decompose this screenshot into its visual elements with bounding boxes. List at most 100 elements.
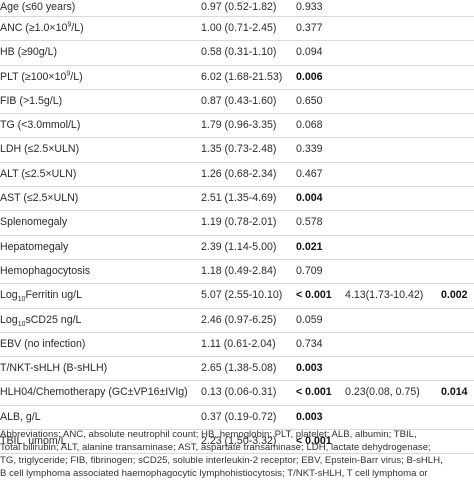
variable-text-part: PLT (≥100×10	[0, 70, 67, 83]
variable-cell: ALB, g/L	[0, 406, 41, 429]
variable-text-part: Splenomegaly	[0, 216, 68, 229]
univariate-p-cell: 0.068	[296, 119, 323, 132]
univariate-p-cell: < 0.001	[296, 289, 332, 302]
table-row: ALT (≤2.5×ULN) 1.26 (0.68-2.34) 0.467	[0, 163, 474, 188]
univariate-hr-cell: 1.18 (0.49-2.84)	[201, 264, 277, 277]
variable-text-part: 9	[67, 21, 72, 29]
univariate-hr-cell: 2.51 (1.35-4.69)	[201, 192, 277, 205]
variable-text-part: HB (≥90g/L)	[0, 46, 58, 59]
variable-text-part: Hepatomegaly	[0, 240, 69, 253]
variable-text-part: Hemophagocytosis	[0, 264, 91, 277]
variable-text-part: FIB (>1.5g/L)	[0, 94, 63, 107]
variable-text-part: TBIL, umom/L	[0, 435, 67, 448]
variable-cell: T/NKT-sHLH (B-sHLH)	[0, 357, 107, 380]
variable-cell: TBIL, umom/L	[0, 430, 67, 453]
table-row: Hemophagocytosis 1.18 (0.49-2.84) 0.709	[0, 260, 474, 285]
variable-text-part: Ferritin ug/L	[25, 289, 83, 302]
variable-text-part: ANC (≥1.0×10	[0, 22, 68, 34]
univariate-p-cell: 0.003	[296, 362, 323, 375]
table-row: Log10sCD25 ng/L 2.46 (0.97-6.25) 0.059	[0, 309, 474, 333]
univariate-p-cell: 0.059	[296, 313, 323, 326]
univariate-p-cell: 0.021	[296, 240, 323, 253]
multivariate-p-cell: 0.014	[441, 386, 468, 399]
table-row: LDH (≤2.5×ULN) 1.35 (0.73-2.48) 0.339	[0, 138, 474, 163]
abbreviations-footnote: Abbreviations: ANC, absolute neutrophil …	[0, 428, 474, 480]
variable-text-part: Age (≤60 years)	[0, 1, 76, 13]
variable-text-part: ALT (≤2.5×ULN)	[0, 167, 77, 180]
results-table: Age (≤60 years) 0.97 (0.52-1.82) 0.933 ANC …	[0, 0, 474, 455]
variable-text-part: EBV (no infection)	[0, 337, 86, 350]
univariate-hr-cell: 1.79 (0.96-3.35)	[201, 119, 277, 132]
univariate-hr-cell: 0.13 (0.06-0.31)	[201, 386, 277, 399]
table-row: ALB, g/L 0.37 (0.19-0.72) 0.003	[0, 406, 474, 431]
univariate-p-cell: 0.578	[296, 216, 323, 229]
table-row: TG (<3.0mmol/L) 1.79 (0.96-3.35) 0.068	[0, 114, 474, 139]
univariate-hr-cell: 6.02 (1.68-21.53)	[201, 70, 283, 83]
variable-text-part: Log	[0, 313, 18, 326]
table-row: ANC (≥1.0×109/L) 1.00 (0.71-2.45) 0.377	[0, 17, 474, 42]
univariate-hr-cell: 2.65 (1.38-5.08)	[201, 362, 277, 375]
univariate-hr-cell: 1.35 (0.73-2.48)	[201, 143, 277, 156]
variable-cell: PLT (≥100×109/L)	[0, 66, 83, 89]
variable-cell: TG (<3.0mmol/L)	[0, 114, 80, 137]
variable-cell: HB (≥90g/L)	[0, 41, 57, 64]
multivariate-p-cell: 0.002	[441, 289, 468, 302]
multivariate-hr-cell: 0.23(0.08, 0.75)	[345, 386, 420, 399]
table-row: HLH04/Chemotherapy (GC±VP16±IVIg) 0.13 (0…	[0, 381, 474, 406]
univariate-p-cell: 0.467	[296, 167, 323, 180]
variable-cell: Hemophagocytosis	[0, 260, 90, 283]
variable-text-part: /L)	[70, 70, 83, 83]
variable-text-part: LDH (≤2.5×ULN)	[0, 143, 80, 156]
footnote-line: Abbreviations: ANC, absolute neutrophil …	[0, 429, 417, 440]
univariate-hr-cell: 1.00 (0.71-2.45)	[201, 22, 277, 34]
univariate-hr-cell: 2.46 (0.97-6.25)	[201, 313, 277, 326]
variable-cell: LDH (≤2.5×ULN)	[0, 138, 79, 161]
variable-text-part: TG (<3.0mmol/L)	[0, 119, 81, 132]
variable-cell: ALT (≤2.5×ULN)	[0, 163, 76, 186]
univariate-hr-cell: 1.19 (0.78-2.01)	[201, 216, 277, 229]
univariate-p-cell: 0.094	[296, 46, 323, 59]
variable-cell: Hepatomegaly	[0, 236, 68, 259]
variable-text-part: Log	[0, 289, 18, 302]
variable-text-part: 10	[17, 320, 26, 328]
table-row: T/NKT-sHLH (B-sHLH) 2.65 (1.38-5.08) 0.003	[0, 357, 474, 382]
table-row: FIB (>1.5g/L) 0.87 (0.43-1.60) 0.650	[0, 90, 474, 115]
univariate-p-cell: < 0.001	[296, 435, 332, 448]
variable-cell: Splenomegaly	[0, 211, 67, 234]
univariate-hr-cell: 0.58 (0.31-1.10)	[201, 46, 277, 59]
univariate-p-cell: 0.004	[296, 192, 323, 205]
univariate-hr-cell: 0.37 (0.19-0.72)	[201, 410, 277, 423]
variable-text-part: sCD25 ng/L	[25, 313, 82, 326]
footnote-line: Total bilirubin; ALT, alanine transamina…	[0, 442, 431, 453]
table-row: Age (≤60 years) 0.97 (0.52-1.82) 0.933	[0, 0, 474, 17]
univariate-p-cell: 0.734	[296, 337, 323, 350]
table-row: EBV (no infection) 1.11 (0.61-2.04) 0.734	[0, 333, 474, 358]
univariate-p-cell: 0.933	[296, 1, 323, 13]
variable-cell: AST (≤2.5×ULN)	[0, 187, 78, 210]
univariate-hr-cell: 1.26 (0.68-2.34)	[201, 167, 277, 180]
variable-cell: HLH04/Chemotherapy (GC±VP16±IVIg)	[0, 381, 188, 404]
variable-text-part: ALB, g/L	[0, 410, 41, 423]
variable-cell: ANC (≥1.0×109/L)	[0, 17, 84, 40]
multivariate-hr-cell: 4.13(1.73-10.42)	[345, 289, 424, 302]
variable-text-part: HLH04/Chemotherapy (GC±VP16±IVIg)	[0, 386, 188, 399]
univariate-p-cell: 0.006	[296, 70, 323, 83]
univariate-p-cell: 0.339	[296, 143, 323, 156]
table-row: PLT (≥100×109/L) 6.02 (1.68-21.53) 0.006	[0, 66, 474, 90]
variable-cell: Log10sCD25 ng/L	[0, 309, 81, 332]
table-row: Log10Ferritin ug/L 5.07 (2.55-10.10) < 0.0…	[0, 284, 474, 309]
univariate-p-cell: 0.003	[296, 410, 323, 423]
univariate-hr-cell: 2.39 (1.14-5.00)	[201, 240, 277, 253]
variable-text-part: AST (≤2.5×ULN)	[0, 192, 79, 205]
variable-text-part: T/NKT-sHLH (B-sHLH)	[0, 362, 108, 375]
variable-text-part: 9	[66, 70, 71, 78]
variable-cell: EBV (no infection)	[0, 333, 85, 356]
table-row: Hepatomegaly 2.39 (1.14-5.00) 0.021	[0, 236, 474, 260]
footnote-line: TG, triglyceride; FIB, fibrinogen; sCD25…	[0, 455, 443, 466]
univariate-hr-cell: 0.87 (0.43-1.60)	[201, 94, 277, 107]
univariate-p-cell: 0.377	[296, 22, 323, 34]
variable-cell: FIB (>1.5g/L)	[0, 90, 62, 113]
univariate-hr-cell: 2.23 (1.50-3.32)	[201, 435, 277, 448]
table-row: HB (≥90g/L) 0.58 (0.31-1.10) 0.094	[0, 41, 474, 66]
